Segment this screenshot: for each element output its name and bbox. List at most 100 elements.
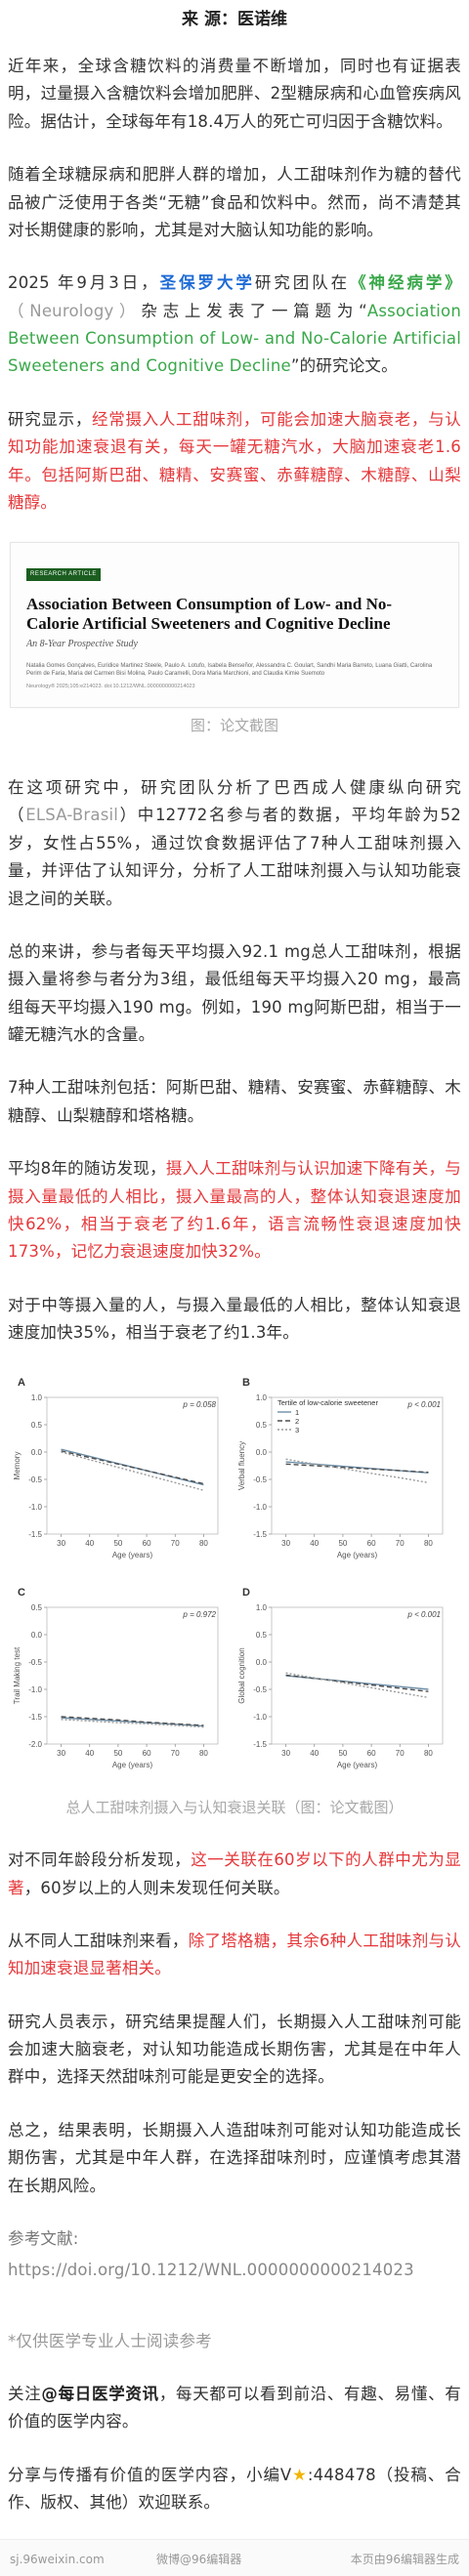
- age-suffix: ，60岁以上的人则未发现任何关联。: [23, 1878, 290, 1897]
- x-tick-label: 80: [199, 1749, 208, 1758]
- y-tick-label: 1.0: [31, 1393, 43, 1402]
- x-axis-label: Age (years): [337, 1761, 378, 1769]
- y-tick-label: -1.5: [253, 1530, 267, 1539]
- paragraph-intro: 近年来，全球含糖饮料的消费量不断增加，同时也有证据表明，过量摄入含糖饮料会增加肥…: [8, 57, 461, 131]
- methods-body: ）中12772名参与者的数据，平均年龄为52岁，女性占55%，通过饮食数据评估了…: [8, 806, 461, 908]
- paper-card-journal: Neurology® 2025;105:e214023. doi:10.1212…: [26, 683, 195, 689]
- series-line-3: [285, 1672, 429, 1699]
- elsa-brasil: ELSA-Brasil: [25, 806, 119, 825]
- paper-screenshot: RESEARCH ARTICLE Association Between Con…: [10, 542, 459, 709]
- y-tick-label: 0.0: [256, 1658, 268, 1667]
- reference-link[interactable]: https://doi.org/10.1212/WNL.000000000021…: [8, 2261, 414, 2280]
- legend-entry: 3: [295, 1426, 299, 1434]
- y-tick-label: -1.0: [253, 1503, 267, 1512]
- legend-entry: 2: [295, 1417, 299, 1426]
- legend-title: Tertile of low-calorie sweetener: [277, 1398, 378, 1407]
- paragraph-intake: 总的来讲，参与者每天平均摄入92.1 mg总人工甜味剂，根据摄入量将参与者分为3…: [8, 941, 461, 1045]
- y-axis-label: Verbal fluency: [237, 1441, 246, 1490]
- y-axis-label: Trail Making test: [13, 1646, 21, 1704]
- y-tick-label: 0.0: [256, 1448, 268, 1457]
- y-tick-label: -0.5: [28, 1658, 42, 1667]
- x-tick-label: 40: [85, 1749, 94, 1758]
- paragraph-researchers: 研究人员表示，研究结果提醒人们，长期摄入人工甜味剂可能会加速大脑衰老，对认知功能…: [8, 2012, 461, 2087]
- references-label: 参考文献:: [0, 2225, 469, 2253]
- series-line-1: [285, 1675, 429, 1691]
- chart-svg-b: Bp < 0.001 -1.5 -1.0 -0.5 0.0 0.5 1.0 30 40 50 60 7…: [237, 1377, 444, 1559]
- paragraph-sweeteners: 随着全球糖尿病和肥胖人群的增加，人工甜味剂作为糖的替代品被广泛使用于各类“无糖”…: [8, 165, 461, 239]
- x-tick-label: 30: [57, 1749, 65, 1758]
- research-article-label: RESEARCH ARTICLE: [26, 568, 101, 581]
- y-axis-label: Global cognition: [237, 1648, 246, 1704]
- plot-frame: [271, 1607, 444, 1745]
- x-tick-label: 60: [143, 1749, 151, 1758]
- follow-suffix: ，每天都可以看到前沿、有趣、易懂、有价值的医学内容。: [8, 2385, 461, 2431]
- types-highlight: 除了塔格糖，其余6种人工甜味剂与认知加速衰退显著相关。: [8, 1931, 462, 1978]
- y-tick-label: -1.0: [28, 1503, 42, 1512]
- references-heading: 参考文献:: [8, 2228, 79, 2248]
- y-tick-label: 0.5: [256, 1631, 268, 1640]
- x-tick-label: 60: [367, 1539, 376, 1548]
- methods-prefix: 在这项研究中，研究团队分析了巴西成人健康纵向研究（: [8, 778, 461, 825]
- footer-weibo[interactable]: 微博@96编辑器: [156, 2553, 242, 2566]
- paragraph-methods: 在这项研究中，研究团队分析了巴西成人健康纵向研究（ELSA-Brasil）中12…: [0, 774, 469, 913]
- series-line-3: [61, 1719, 204, 1728]
- x-tick-label: 60: [143, 1539, 151, 1548]
- footer-site[interactable]: sj.96weixin.com: [10, 2553, 105, 2566]
- follow-up-prefix: 平均8年的随访发现，: [8, 1159, 166, 1179]
- paragraph-conclusion: 总之，结果表明，长期摄入人造甜味剂可能对认知功能造成长期伤害，尤其是中年人群，在…: [8, 2120, 461, 2195]
- chart-svg-c: Cp = 0.972 -2.0 -1.5 -1.0 -0.5 0.0 0.5 30 40 50 60…: [13, 1587, 219, 1769]
- journal-english: （Neurology）: [8, 301, 142, 320]
- university-name: 圣保罗大学: [159, 273, 255, 293]
- paper-card-authors: Natalia Gomes Gonçalves, Euridice Martin…: [26, 662, 433, 678]
- follow-up-highlight: 摄入人工甜味剂与认识加速下降有关，与摄入量最低的人相比，摄入量最高的人，整体认知…: [8, 1159, 461, 1262]
- panel-letter: B: [242, 1377, 250, 1389]
- contact-suffix: :448478（投稿、合作、版权、其他）欢迎联系。: [8, 2465, 462, 2513]
- y-tick-label: 0.5: [256, 1421, 268, 1430]
- y-tick-label: 1.0: [256, 1603, 268, 1612]
- y-tick-label: -2.0: [28, 1740, 42, 1749]
- footer-bar: sj.96weixin.com 微博@96编辑器 本页由96编辑器生成: [0, 2539, 469, 2576]
- paragraph-seven-sweeteners: 7种人工甜味剂包括：阿斯巴甜、糖精、安赛蜜、赤藓糖醇、木糖醇、山梨糖醇和塔格糖。: [8, 1078, 461, 1125]
- y-tick-label: -0.5: [253, 1685, 267, 1694]
- series-line-2: [285, 1464, 429, 1474]
- chart-svg-a: Ap = 0.058 -1.5 -1.0 -0.5 0.0 0.5 1.0 30 40 50 60 7…: [13, 1377, 219, 1559]
- x-tick-label: 50: [113, 1539, 122, 1548]
- published-text: 杂志上发表了一篇题为“: [141, 301, 367, 320]
- contact-prefix: 分享与传播有价值的医学内容，小编V: [8, 2465, 292, 2484]
- paragraph-publication: 2025 年9月3日，圣保罗大学研究团队在《神经病学》 （Neurology）杂志…: [0, 270, 469, 381]
- y-tick-label: 0.5: [31, 1421, 43, 1430]
- y-tick-label: -1.0: [28, 1685, 42, 1694]
- figure-caption: 总人工甜味剂摄入与认知衰退关联（图：论文截图）: [65, 1799, 404, 1817]
- paragraph-follow-up: 平均8年的随访发现，摄入人工甜味剂与认识加速下降有关，与摄入量最低的人相比，摄入…: [0, 1155, 469, 1267]
- account-name[interactable]: @每日医学资讯: [41, 2385, 159, 2404]
- x-axis-label: Age (years): [112, 1551, 153, 1559]
- x-tick-label: 30: [281, 1749, 290, 1758]
- p-value: p < 0.001: [406, 1610, 441, 1619]
- x-axis-label: Age (years): [337, 1551, 378, 1559]
- y-tick-label: 0.5: [31, 1603, 43, 1612]
- y-tick-label: -0.5: [28, 1475, 42, 1484]
- types-prefix: 从不同人工甜味剂来看，: [8, 1931, 189, 1950]
- x-tick-label: 80: [199, 1539, 208, 1548]
- star-icon: ★: [291, 2465, 308, 2484]
- x-tick-label: 40: [310, 1749, 319, 1758]
- y-tick-label: 0.0: [31, 1631, 43, 1640]
- x-tick-label: 50: [338, 1539, 347, 1548]
- x-tick-label: 80: [424, 1749, 433, 1758]
- date-text: 2025 年9月3日，: [8, 273, 160, 293]
- paragraph-follow: 关注@每日医学资讯，每天都可以看到前沿、有趣、易懂、有价值的医学内容。: [0, 2381, 469, 2436]
- x-tick-label: 70: [396, 1539, 405, 1548]
- x-tick-label: 80: [424, 1539, 433, 1548]
- x-tick-label: 50: [338, 1749, 347, 1758]
- age-highlight: 这一关联在60岁以下的人群中尤为显著: [8, 1850, 461, 1897]
- follow-prefix: 关注: [8, 2385, 42, 2404]
- paper-card-subtitle: An 8-Year Prospective Study: [26, 639, 138, 650]
- footer-generator: 本页由96编辑器生成: [350, 2553, 459, 2566]
- series-line-2: [61, 1716, 204, 1727]
- paragraph-contact: 分享与传播有价值的医学内容，小编V★:448478（投稿、合作、版权、其他）欢迎…: [0, 2462, 469, 2517]
- x-tick-label: 50: [113, 1749, 122, 1758]
